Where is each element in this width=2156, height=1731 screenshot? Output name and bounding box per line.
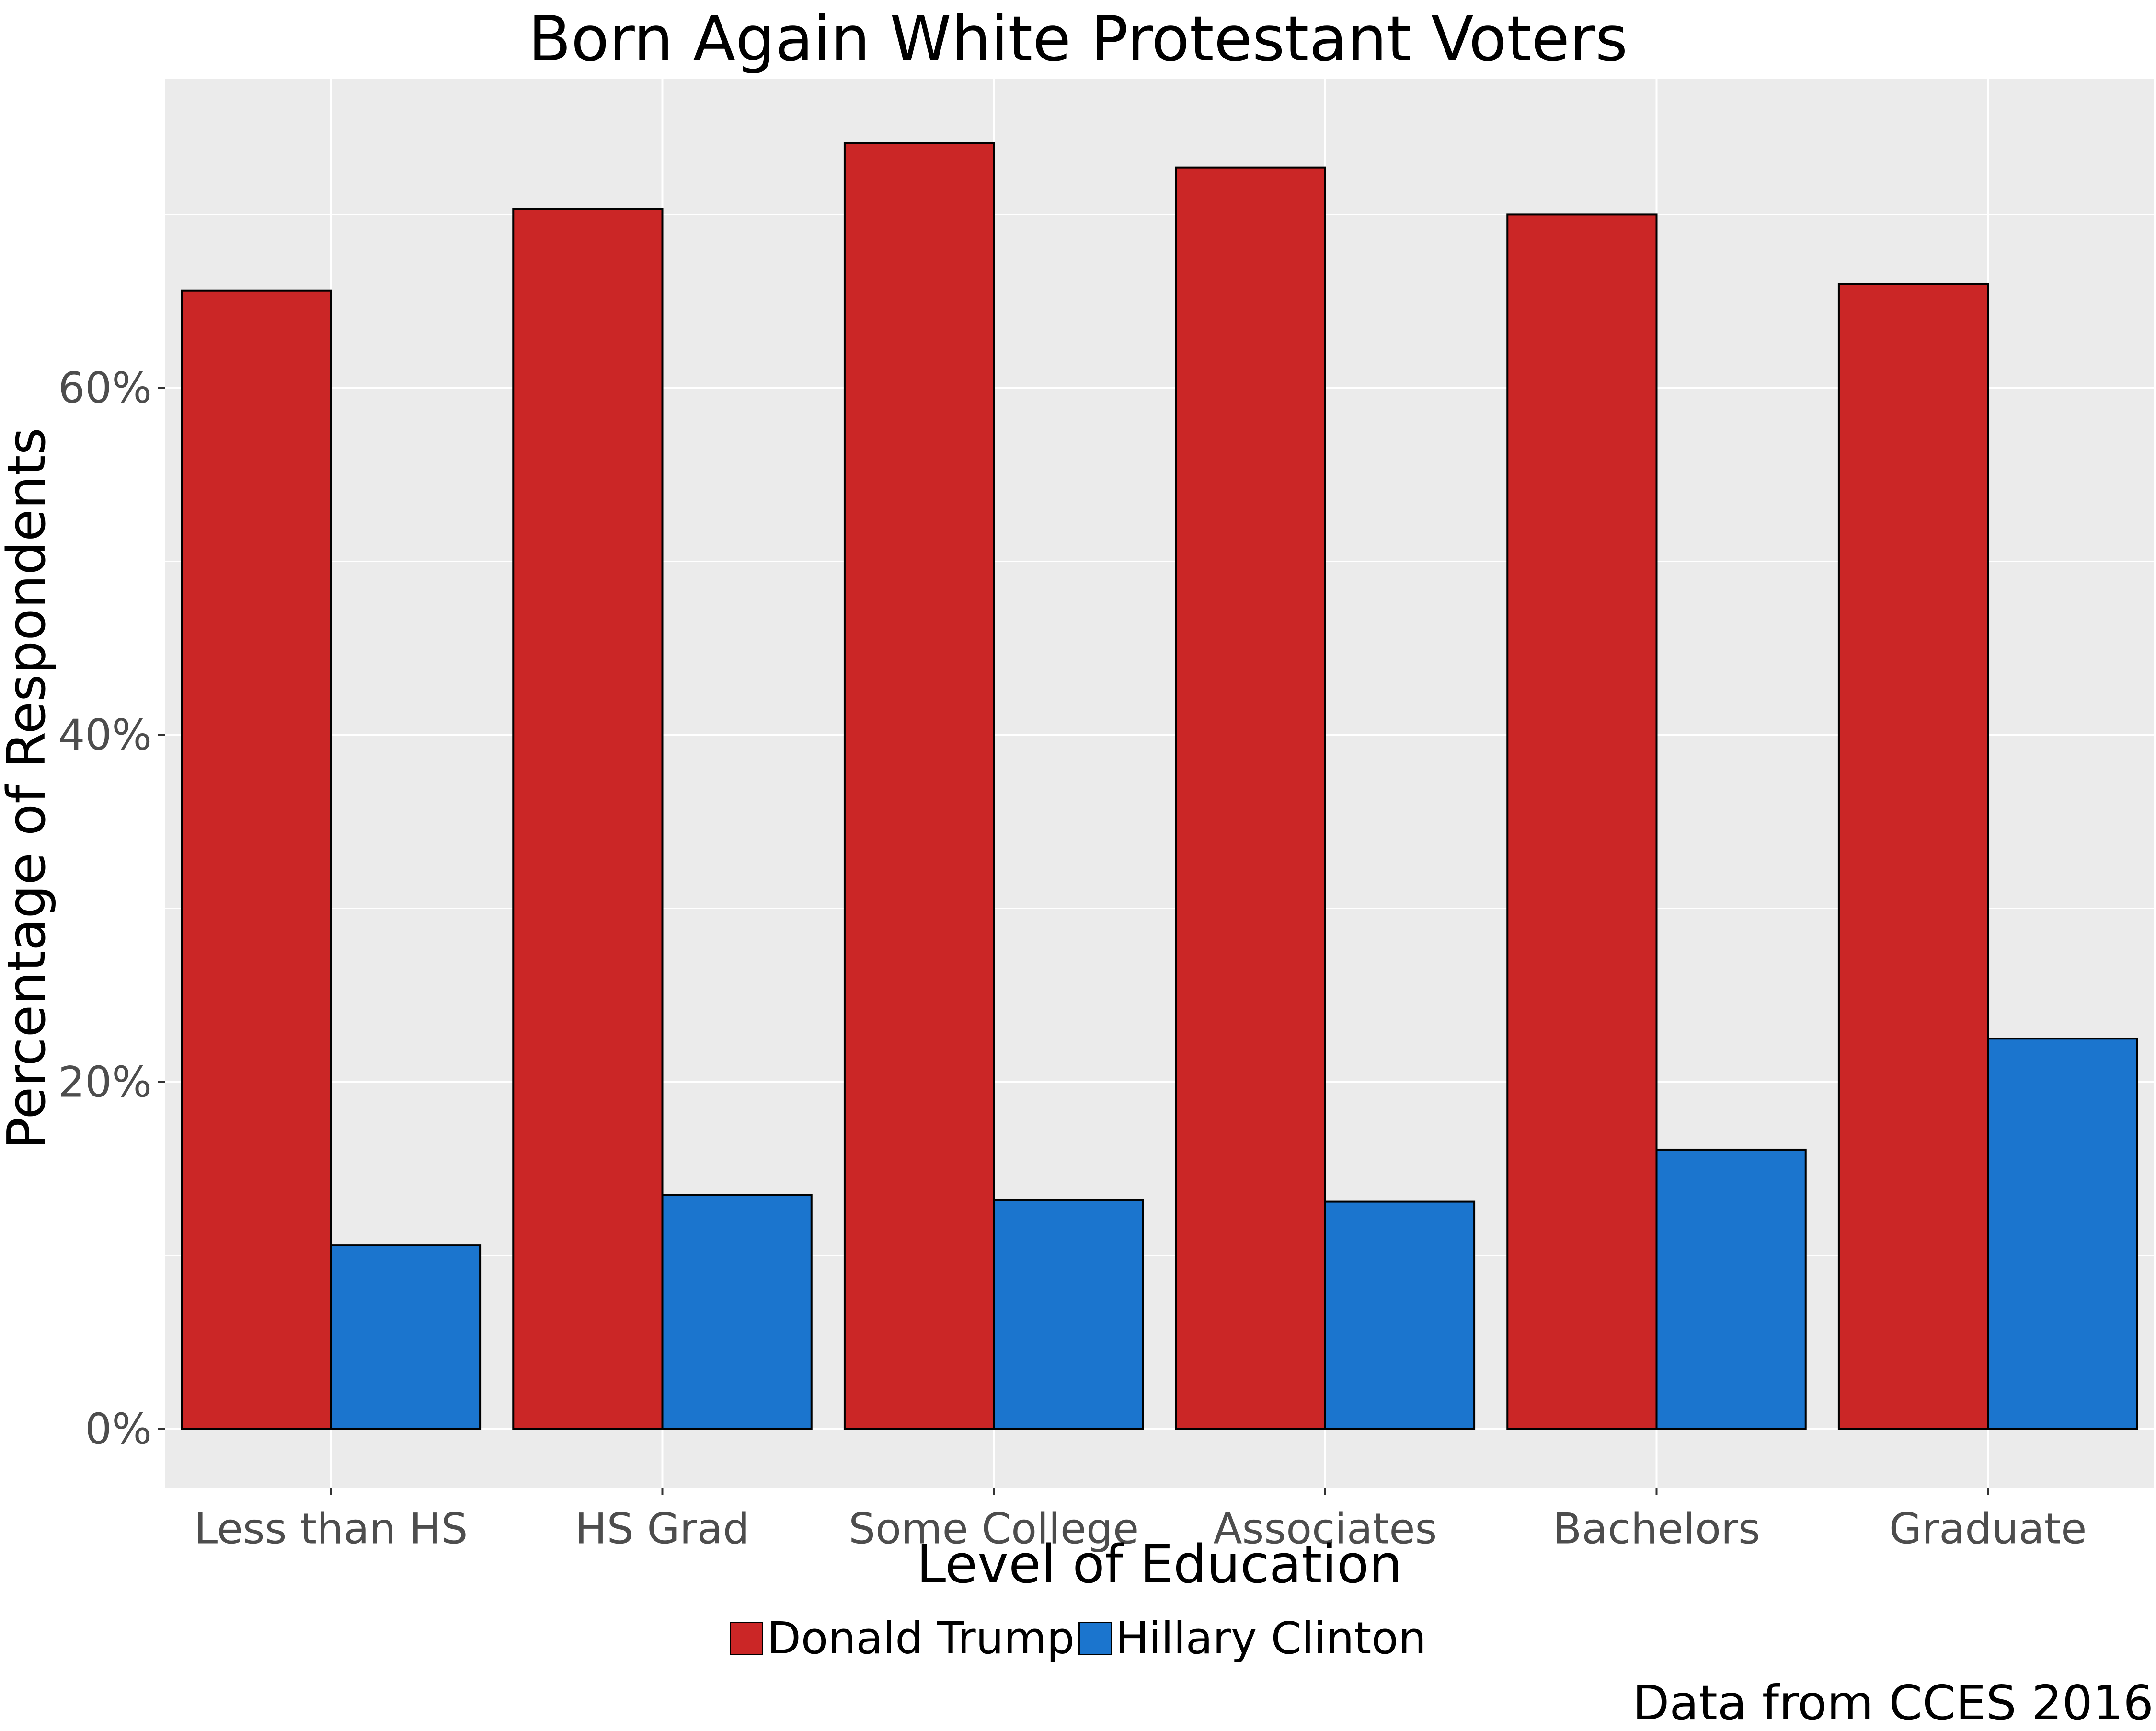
y-tick-label: 60%	[58, 363, 152, 413]
bar-trump-1	[512, 208, 664, 1430]
x-tick-label: Bachelors	[1553, 1504, 1760, 1554]
bar-trump-4	[1506, 213, 1658, 1430]
bar-clinton-2	[993, 1199, 1144, 1430]
legend-swatch-trump	[730, 1621, 764, 1655]
x-tick-label: Some College	[849, 1504, 1139, 1554]
bar-clinton-3	[1324, 1200, 1476, 1430]
y-tick-label: 0%	[85, 1404, 152, 1454]
legend-item-clinton: Hillary Clinton	[1078, 1613, 1426, 1664]
y-axis-label: Percentage of Respondents	[0, 427, 57, 1149]
source-note: Data from CCES 2016	[1632, 1675, 2154, 1731]
bar-clinton-1	[661, 1194, 813, 1430]
legend-label-clinton: Hillary Clinton	[1115, 1613, 1426, 1664]
panel-background	[165, 79, 2154, 1488]
bar-trump-0	[181, 289, 332, 1430]
x-axis-label: Level of Education	[917, 1534, 1402, 1595]
bar-trump-3	[1175, 166, 1326, 1430]
chart-title: Born Again White Protestant Voters	[528, 2, 1628, 75]
legend-swatch-clinton	[1078, 1621, 1112, 1655]
x-tick-label: Associates	[1213, 1504, 1437, 1554]
legend-label-trump: Donald Trump	[767, 1613, 1075, 1664]
bar-trump-5	[1837, 283, 1989, 1430]
bar-clinton-5	[1987, 1038, 2138, 1430]
x-tick-label: HS Grad	[575, 1504, 749, 1554]
x-tick-label: Less than HS	[194, 1504, 468, 1554]
bar-clinton-4	[1655, 1148, 1807, 1430]
x-tick-label: Graduate	[1889, 1504, 2087, 1554]
bar-clinton-0	[330, 1244, 482, 1430]
y-tick-label: 40%	[58, 710, 152, 760]
legend: Donald Trump Hillary Clinton	[0, 1613, 2156, 1664]
bar-trump-2	[843, 142, 995, 1430]
legend-item-trump: Donald Trump	[730, 1613, 1075, 1664]
y-tick-label: 20%	[58, 1057, 152, 1107]
